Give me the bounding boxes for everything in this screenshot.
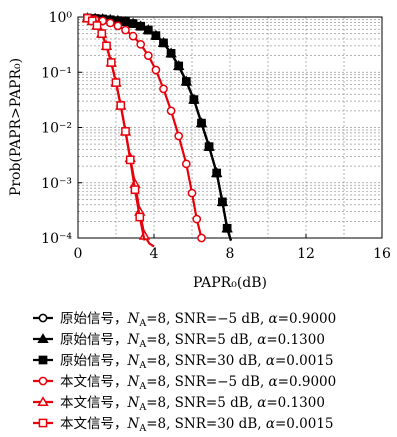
series-6-point <box>111 78 121 87</box>
series-3-point <box>197 118 206 128</box>
legend-swatch-marker <box>38 355 48 365</box>
y-tick-label: 10⁻³ <box>41 176 72 192</box>
legend-entry-3: 原始信号，NA=8, SNR=30 dB, α=0.0015 <box>33 353 334 371</box>
y-tick-label: 10⁻² <box>41 121 72 137</box>
legend-label: 本文信号，NA=8, SNR=5 dB, α=0.1300 <box>60 395 325 413</box>
x-tick-label: 4 <box>150 246 159 262</box>
series-4-point <box>181 159 191 169</box>
series-4-point <box>151 65 161 75</box>
axes: 0 4 8 12 16 10⁰ 10⁻¹ 10⁻² 10⁻³ 10⁻⁴ <box>41 10 391 262</box>
legend-swatch-marker <box>38 376 48 386</box>
series-4-point <box>166 106 176 116</box>
x-tick-label: 8 <box>226 246 235 262</box>
series-4-point <box>105 18 115 28</box>
series-3-point <box>218 197 227 207</box>
legend-swatch-marker <box>38 313 48 323</box>
series-4-point <box>113 21 123 31</box>
y-tick-label: 10⁰ <box>49 10 73 26</box>
series-3-point <box>159 38 168 48</box>
series-3-point <box>166 48 176 58</box>
series-6-point <box>125 155 135 165</box>
legend: 原始信号，NA=8, SNR=−5 dB, α=0.9000 原始信号，NA=8,… <box>33 311 336 434</box>
series-6-point <box>92 21 102 30</box>
series-3-point <box>222 223 232 233</box>
series-4-point <box>128 31 138 41</box>
series-6-point <box>116 101 126 110</box>
series <box>81 12 233 248</box>
series-5-line <box>86 17 155 248</box>
x-axis-title: PAPR₀(dB) <box>193 275 267 291</box>
series-4-point <box>136 39 146 49</box>
series-4 <box>83 13 206 243</box>
series-4-point <box>121 25 130 35</box>
series-3-point <box>143 25 153 35</box>
x-tick-label: 0 <box>74 246 83 262</box>
legend-entry-2: 原始信号，NA=8, SNR=5 dB, α=0.1300 <box>33 332 325 350</box>
series-6-point <box>102 41 111 51</box>
x-tick-label: 12 <box>297 246 315 262</box>
series-3-point <box>212 168 222 178</box>
y-axis-title: Prob(PAPR>PAPR₀) <box>8 58 24 196</box>
series-4-point <box>192 214 202 224</box>
legend-label: 本文信号，NA=8, SNR=−5 dB, α=0.9000 <box>60 374 336 392</box>
series-4-point <box>159 84 168 94</box>
series-3-point <box>128 19 138 28</box>
series-3-point <box>181 77 191 86</box>
series-3-point <box>189 95 199 104</box>
series-6 <box>83 13 146 241</box>
legend-swatch-marker <box>37 396 49 407</box>
series-3-point <box>151 31 161 40</box>
legend-entry-1: 原始信号，NA=8, SNR=−5 dB, α=0.9000 <box>33 311 336 329</box>
series-6-point <box>135 212 145 222</box>
legend-swatch-marker <box>37 333 49 344</box>
y-tick-label: 10⁻¹ <box>41 65 72 81</box>
legend-label: 原始信号，NA=8, SNR=30 dB, α=0.0015 <box>60 353 334 371</box>
legend-label: 本文信号，NA=8, SNR=30 dB, α=0.0015 <box>60 416 334 434</box>
series-4-point <box>174 131 184 141</box>
series-3-point <box>136 21 146 31</box>
series-6-point <box>121 127 130 136</box>
legend-entry-4: 本文信号，NA=8, SNR=−5 dB, α=0.9000 <box>33 374 336 392</box>
y-tick-label: 10⁻⁴ <box>41 231 72 247</box>
legend-swatch-marker <box>38 418 48 428</box>
series-4-point <box>187 188 197 198</box>
series-3-point <box>121 17 130 27</box>
series-6-point <box>97 29 107 38</box>
legend-label: 原始信号，NA=8, SNR=−5 dB, α=0.9000 <box>60 311 336 329</box>
legend-entry-5: 本文信号，NA=8, SNR=5 dB, α=0.1300 <box>33 395 325 413</box>
series-4-point <box>197 233 206 243</box>
series-3-point <box>204 142 214 152</box>
series-6-point <box>130 185 140 195</box>
series-4-point <box>143 51 153 60</box>
series-3-point <box>174 61 184 71</box>
series-4-line <box>87 17 203 239</box>
series-6-point <box>106 58 116 67</box>
x-tick-label: 16 <box>373 246 391 262</box>
grid <box>78 17 382 238</box>
legend-label: 原始信号，NA=8, SNR=5 dB, α=0.1300 <box>60 332 325 350</box>
series-6-point <box>87 16 97 26</box>
legend-entry-6: 本文信号，NA=8, SNR=30 dB, α=0.0015 <box>33 416 334 434</box>
